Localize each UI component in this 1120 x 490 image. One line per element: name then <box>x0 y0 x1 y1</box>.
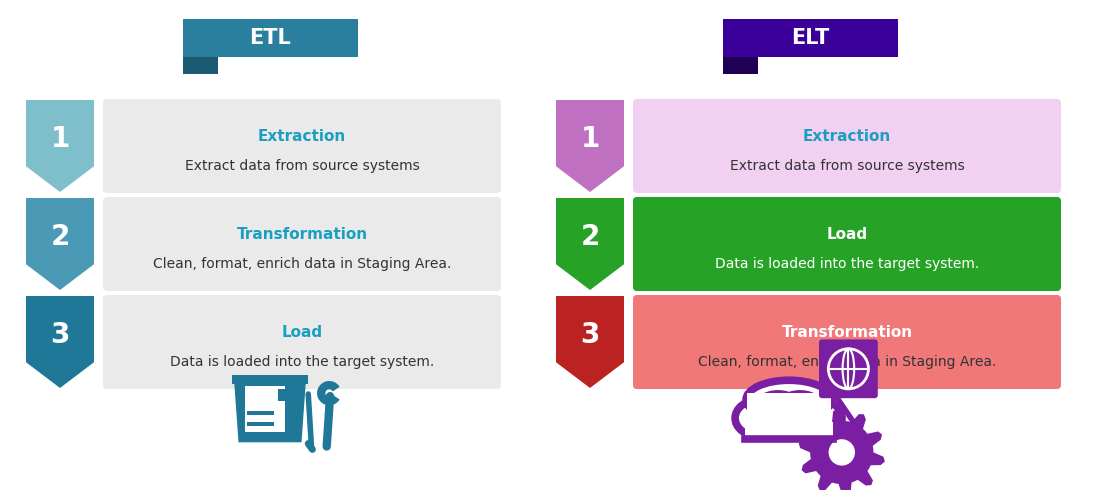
Text: Data is loaded into the target system.: Data is loaded into the target system. <box>715 257 979 271</box>
Polygon shape <box>556 296 624 388</box>
Text: 3: 3 <box>580 320 599 349</box>
Polygon shape <box>234 384 306 442</box>
Ellipse shape <box>735 400 782 436</box>
Text: 3: 3 <box>50 320 69 349</box>
Text: 2: 2 <box>580 222 599 251</box>
FancyBboxPatch shape <box>246 411 274 415</box>
FancyBboxPatch shape <box>245 386 284 432</box>
Text: ETL: ETL <box>249 28 291 48</box>
Polygon shape <box>26 198 94 290</box>
FancyBboxPatch shape <box>246 422 274 426</box>
Text: Extract data from source systems: Extract data from source systems <box>729 159 964 173</box>
FancyBboxPatch shape <box>279 389 289 401</box>
FancyBboxPatch shape <box>743 421 836 445</box>
Polygon shape <box>26 100 94 192</box>
FancyBboxPatch shape <box>103 99 501 193</box>
Ellipse shape <box>754 394 802 430</box>
Polygon shape <box>556 100 624 192</box>
FancyBboxPatch shape <box>747 393 831 433</box>
FancyBboxPatch shape <box>819 340 878 398</box>
FancyBboxPatch shape <box>722 19 897 57</box>
Ellipse shape <box>796 400 842 436</box>
FancyBboxPatch shape <box>232 375 308 384</box>
Text: Load: Load <box>281 325 323 340</box>
FancyBboxPatch shape <box>745 421 833 440</box>
Text: Extraction: Extraction <box>258 129 346 144</box>
Ellipse shape <box>746 380 832 419</box>
Text: Clean, format, enrich data in Staging Area.: Clean, format, enrich data in Staging Ar… <box>698 355 996 369</box>
Polygon shape <box>556 198 624 290</box>
Text: 1: 1 <box>580 124 599 153</box>
Text: Transformation: Transformation <box>236 227 367 242</box>
Text: Extraction: Extraction <box>803 129 892 144</box>
FancyBboxPatch shape <box>103 295 501 389</box>
Polygon shape <box>722 57 757 74</box>
Text: Transformation: Transformation <box>782 325 913 340</box>
Text: 1: 1 <box>50 124 69 153</box>
Text: Load: Load <box>827 227 868 242</box>
Polygon shape <box>26 296 94 388</box>
Text: Data is loaded into the target system.: Data is loaded into the target system. <box>170 355 435 369</box>
FancyBboxPatch shape <box>633 295 1061 389</box>
Text: Clean, format, enrich data in Staging Area.: Clean, format, enrich data in Staging Ar… <box>152 257 451 271</box>
FancyBboxPatch shape <box>633 99 1061 193</box>
Polygon shape <box>799 409 885 490</box>
Ellipse shape <box>776 394 824 430</box>
FancyBboxPatch shape <box>183 19 357 57</box>
Text: 2: 2 <box>50 222 69 251</box>
Polygon shape <box>183 57 217 74</box>
FancyBboxPatch shape <box>103 197 501 291</box>
Text: Extract data from source systems: Extract data from source systems <box>185 159 419 173</box>
FancyBboxPatch shape <box>633 197 1061 291</box>
Circle shape <box>829 439 855 466</box>
Text: ELT: ELT <box>791 28 829 48</box>
